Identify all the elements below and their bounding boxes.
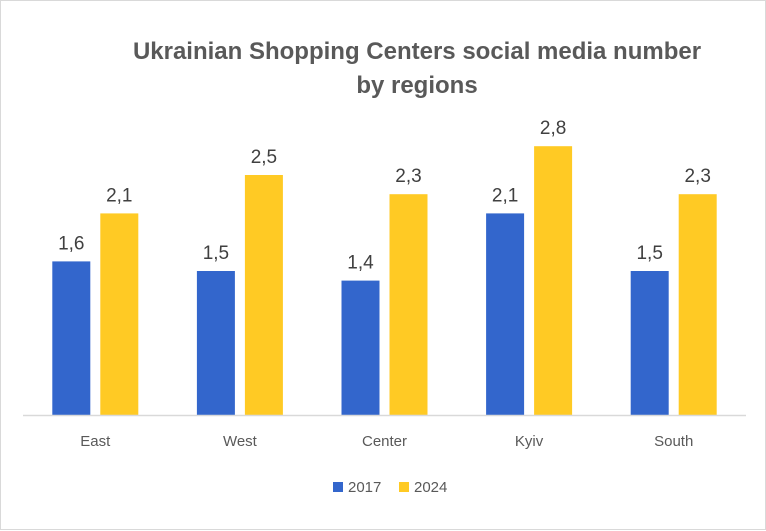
chart-title-line-1: Ukrainian Shopping Centers social media …	[133, 38, 701, 65]
x-tick-label: South	[654, 433, 693, 450]
chart-title-line-2: by regions	[356, 72, 477, 99]
data-label-2017-east: 1,6	[58, 233, 84, 254]
x-tick-label: East	[80, 433, 111, 450]
bar-2017-kyiv	[486, 213, 525, 415]
bar-2017-west	[196, 271, 235, 415]
data-label-2024-kyiv: 2,8	[540, 118, 566, 139]
bar-2024-center	[389, 194, 428, 415]
bar-2017-south	[630, 271, 669, 415]
x-tick-label: Center	[362, 433, 407, 450]
bar-2024-south	[678, 194, 717, 415]
bar-2024-kyiv	[534, 146, 573, 415]
bar-2024-east	[100, 213, 139, 415]
data-label-2017-west: 1,5	[203, 243, 229, 264]
legend-swatch-2017	[333, 482, 343, 492]
legend-label-2024: 2024	[414, 479, 447, 496]
data-label-2017-center: 1,4	[347, 253, 374, 274]
data-label-2024-east: 2,1	[106, 185, 132, 206]
x-tick-label: West	[223, 433, 258, 450]
data-label-2024-center: 2,3	[395, 166, 421, 187]
bar-2024-west	[244, 175, 283, 415]
legend-label-2017: 2017	[348, 479, 381, 496]
data-label-2024-west: 2,5	[251, 147, 277, 168]
data-label-2017-kyiv: 2,1	[492, 185, 518, 206]
bar-2017-center	[341, 280, 380, 415]
data-label-2017-south: 1,5	[636, 243, 662, 264]
bar-2017-east	[52, 261, 91, 415]
legend-swatch-2024	[399, 482, 409, 492]
x-tick-label: Kyiv	[515, 433, 544, 450]
data-label-2024-south: 2,3	[684, 166, 710, 187]
